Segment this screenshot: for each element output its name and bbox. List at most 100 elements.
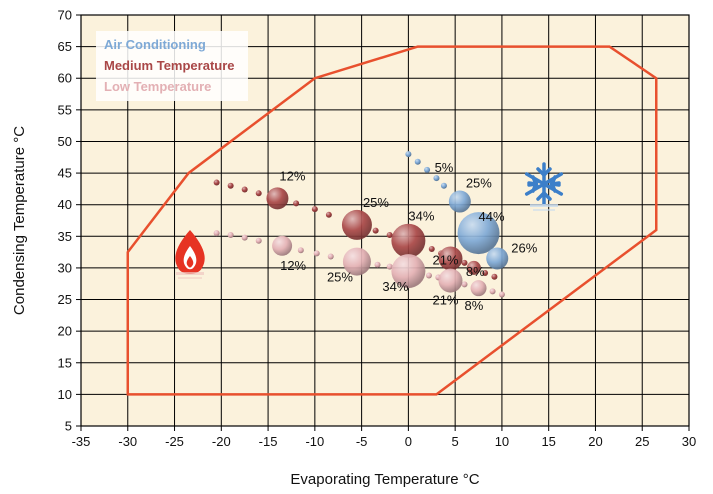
y-tick-label: 70 <box>58 8 72 23</box>
data-label: 25% <box>466 176 492 191</box>
trail-point <box>425 272 432 279</box>
data-label: 5% <box>435 160 454 175</box>
trail-point <box>241 234 248 241</box>
trail-point <box>227 182 234 189</box>
y-tick-label: 65 <box>58 39 72 54</box>
trail-point <box>297 247 304 254</box>
operating-envelope <box>126 45 658 396</box>
trail-point <box>440 182 447 189</box>
trail-point <box>374 261 381 268</box>
trail-point <box>461 281 468 288</box>
data-label: 44% <box>479 209 505 224</box>
legend-item-medium-temperature: Medium Temperature <box>104 58 235 73</box>
data-label-layer: 25% 44% 26% 5% 12% 25% 34% 21% 8% 12% 25% 34% 21% 8% <box>279 160 537 313</box>
x-tick-label: -10 <box>305 434 324 449</box>
x-tick-label: 15 <box>541 434 555 449</box>
y-tick-label: 45 <box>58 166 72 181</box>
x-tick-label: -20 <box>212 434 231 449</box>
data-point <box>466 260 481 275</box>
data-label: 12% <box>279 168 305 183</box>
icon-layer <box>175 162 564 279</box>
data-label: 25% <box>363 195 389 210</box>
operating-envelope-layer <box>126 45 658 396</box>
trail-point <box>414 158 421 165</box>
data-label: 25% <box>327 270 353 285</box>
data-point <box>457 212 500 255</box>
data-point <box>342 247 371 276</box>
trail-point <box>311 206 318 213</box>
trail-point <box>327 253 334 260</box>
x-tick-label: 10 <box>495 434 509 449</box>
flame-icon <box>175 230 205 279</box>
trail-point <box>498 291 505 298</box>
data-point <box>448 190 471 213</box>
trail-point <box>255 237 262 244</box>
x-tick-label: -15 <box>259 434 278 449</box>
y-tick-label: 15 <box>58 355 72 370</box>
legend: Air Conditioning Medium Temperature Low … <box>96 31 248 101</box>
trail-point <box>491 273 498 280</box>
y-tick-label: 5 <box>65 419 72 434</box>
data-point <box>391 254 426 289</box>
bubble-layer <box>266 187 509 297</box>
plot-frame <box>80 14 690 427</box>
data-label: 8% <box>465 298 484 313</box>
trail-point <box>213 230 220 237</box>
trail-point <box>428 245 435 252</box>
y-tick-label: 10 <box>58 387 72 402</box>
x-tick-label: 0 <box>405 434 412 449</box>
x-tick-label: 20 <box>588 434 602 449</box>
data-label: 34% <box>382 279 408 294</box>
trail-point <box>433 175 440 182</box>
x-tick-label: -5 <box>356 434 368 449</box>
y-axis-title: Condensing Temperature °C <box>11 126 28 315</box>
data-label: 26% <box>511 240 537 255</box>
snowflake-icon <box>524 162 564 211</box>
data-point <box>438 268 463 293</box>
data-label: 21% <box>432 293 458 308</box>
data-label: 34% <box>408 209 434 224</box>
trail-point <box>325 211 332 218</box>
data-point <box>391 223 426 258</box>
x-tick-label: -30 <box>118 434 137 449</box>
data-point <box>438 246 463 271</box>
y-tick-label: 35 <box>58 229 72 244</box>
data-label: 8% <box>466 264 485 279</box>
y-tick-label: 55 <box>58 102 72 117</box>
data-label: 21% <box>432 252 458 267</box>
trail-point <box>386 232 393 239</box>
trail-point <box>313 250 320 257</box>
y-tick-label: 60 <box>58 71 72 86</box>
trail-point <box>424 166 431 173</box>
y-tick-label: 50 <box>58 134 72 149</box>
legend-item-low-temperature: Low Temperature <box>104 79 211 94</box>
trail-point <box>293 200 300 207</box>
data-point <box>272 235 293 256</box>
trail-point <box>227 232 234 239</box>
trail-point <box>213 179 220 186</box>
data-point <box>266 187 289 210</box>
data-label: 12% <box>280 258 306 273</box>
data-point <box>486 247 509 270</box>
y-tick-label: 25 <box>58 292 72 307</box>
legend-item-air-conditioning: Air Conditioning <box>104 37 206 52</box>
x-tick-label: 25 <box>635 434 649 449</box>
trail-point <box>386 263 393 270</box>
trail-point <box>255 190 262 197</box>
data-point <box>341 209 372 240</box>
trail-point <box>241 186 248 193</box>
y-tick-label: 30 <box>58 260 72 275</box>
x-axis-title: Evaporating Temperature °C <box>290 471 479 488</box>
y-tick-label: 20 <box>58 324 72 339</box>
axes: -35 -30 -25 -20 -15 -10 -5 0 5 10 15 20 25 30 5 10 15 20 2… <box>11 8 696 489</box>
trail-layer <box>213 151 505 298</box>
x-tick-label: 30 <box>682 434 696 449</box>
trail-point <box>482 269 489 276</box>
x-tick-label: -35 <box>72 434 91 449</box>
x-tick-label: 5 <box>452 434 459 449</box>
trail-point <box>461 259 468 266</box>
data-point <box>470 280 487 297</box>
trail-point <box>489 288 496 295</box>
